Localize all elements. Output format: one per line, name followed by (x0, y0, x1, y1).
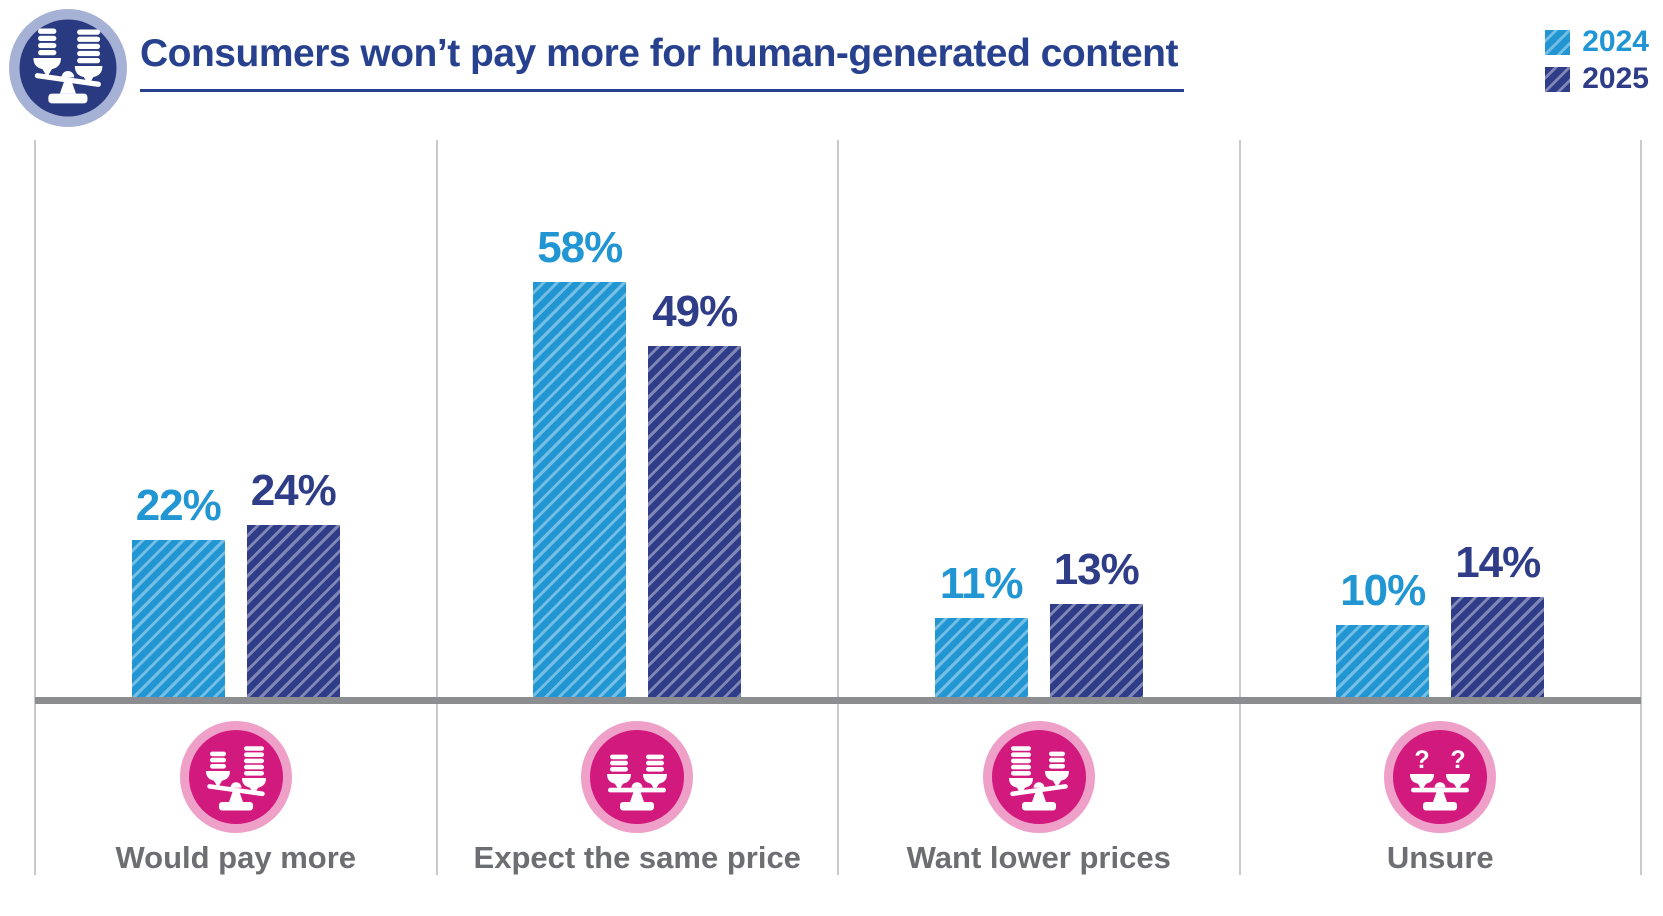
category-label: Expect the same price (473, 840, 801, 875)
x-axis-baseline (35, 697, 1641, 704)
bar-2025-want-lower-prices (1049, 604, 1143, 697)
balance-scale-coins-icon (9, 9, 127, 127)
bar-2024-expect-the-same-price (533, 282, 627, 697)
section-divider-line (1640, 140, 1642, 875)
section-divider-line (435, 140, 438, 875)
bar-2024-want-lower-prices (934, 618, 1028, 697)
bar-2024-would-pay-more (131, 540, 225, 697)
category-label: Unsure (1386, 840, 1494, 875)
bar-value-label: 24% (250, 466, 337, 515)
category-label: Would pay more (115, 840, 357, 875)
bar-value-label: 22% (135, 481, 222, 530)
scale-balanced-icon (581, 721, 694, 833)
scale-left-heavy-icon (982, 721, 1095, 833)
bar-value-label: 58% (537, 223, 623, 272)
bar-2025-expect-the-same-price (648, 346, 742, 697)
bar-value-label: 10% (1340, 566, 1426, 615)
svg-text:?: ? (1451, 746, 1466, 774)
section-divider-line (34, 140, 36, 875)
legend-label: 2024 (1582, 25, 1649, 58)
category-label: Want lower prices (906, 840, 1171, 875)
section-divider-line (1238, 140, 1241, 875)
bar-value-label: 13% (1053, 545, 1140, 594)
scale-right-heavy-icon (179, 721, 292, 833)
bar-value-label: 49% (652, 287, 738, 336)
bar-2024-unsure (1336, 625, 1430, 697)
title-block: Consumers won’t pay more for human-gener… (140, 30, 1184, 92)
logo-badge (8, 8, 128, 128)
section-divider-line (837, 140, 839, 875)
legend-label: 2025 (1582, 62, 1649, 95)
svg-text:?: ? (1415, 746, 1430, 774)
legend-item-2024: 2024 (1545, 27, 1649, 57)
chart-title: Consumers won’t pay more for human-gener… (140, 30, 1184, 92)
bar-value-label: 14% (1455, 538, 1541, 587)
bar-2025-would-pay-more (246, 525, 340, 697)
bar-2025-unsure (1451, 597, 1545, 697)
scale-question-icon: ?? (1384, 721, 1497, 833)
legend: 2024 2025 (1545, 27, 1649, 94)
legend-swatch-2025 (1545, 66, 1571, 92)
legend-swatch-2024 (1545, 29, 1571, 55)
bar-value-label: 11% (939, 559, 1024, 608)
legend-item-2025: 2025 (1545, 64, 1649, 94)
